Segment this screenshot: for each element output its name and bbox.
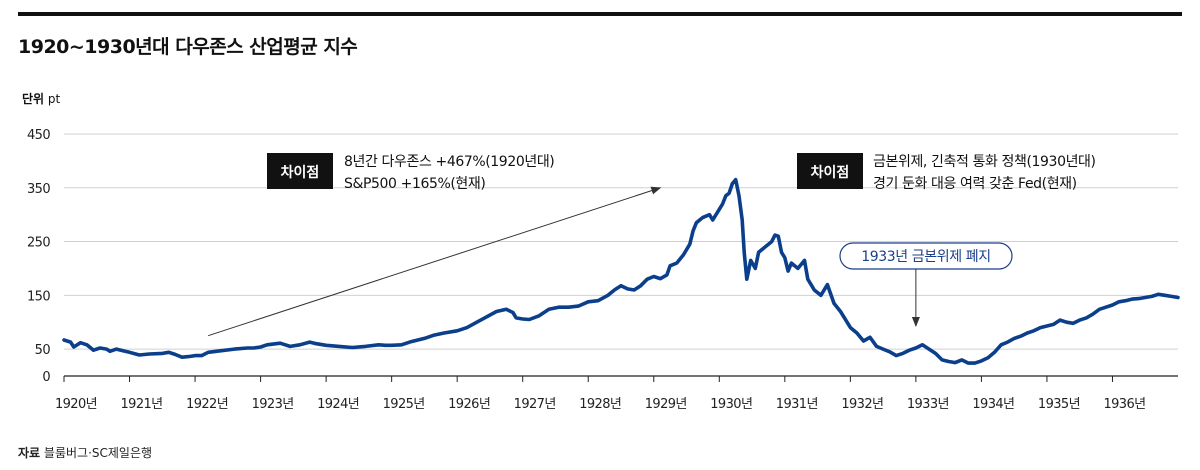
x-tick-label: 1927년 — [514, 397, 556, 412]
x-tick-label: 1929년 — [645, 397, 687, 412]
y-tick-label: 350 — [27, 182, 50, 197]
x-tick-label: 1924년 — [317, 397, 359, 412]
x-tick-label: 1921년 — [121, 397, 163, 412]
x-tick-label: 1923년 — [252, 397, 294, 412]
y-tick-label: 250 — [27, 236, 50, 251]
annotation-right-badge-text: 차이점 — [811, 164, 850, 181]
source-label: 자료 — [18, 446, 41, 460]
callout-box — [839, 242, 1013, 270]
callout-gold-standard: 1933년 금본위제 폐지 — [839, 242, 1013, 327]
top-rule — [18, 12, 1182, 16]
annotation-right-badge — [797, 153, 863, 189]
annotation-left: 차이점 8년간 다우존스 +467%(1920년대) S&P500 +165%(… — [267, 153, 555, 192]
x-tick-label: 1920년 — [55, 397, 97, 412]
annotation-left-badge — [267, 153, 333, 189]
annotation-left-line-1: 8년간 다우존스 +467%(1920년대) — [344, 154, 554, 170]
annotation-right-line-2: 경기 둔화 대응 여력 갖춘 Fed(현재) — [873, 176, 1077, 192]
series-line-dow-jones — [62, 177, 1180, 365]
annotation-right-line-1: 금본위제, 긴축적 통화 정책(1930년대) — [873, 154, 1096, 170]
annotation-right: 차이점 금본위제, 긴축적 통화 정책(1930년대) 경기 둔화 대응 여력 … — [797, 153, 1096, 192]
x-axis-ticks: 1920년 1921년 1922년 1923년 1924년 1925년 1926년 1927년… — [55, 376, 1146, 412]
x-tick-label: 1926년 — [448, 397, 490, 412]
x-tick-label: 1936년 — [1103, 397, 1145, 412]
x-tick-label: 1930년 — [710, 397, 752, 412]
annotation-left-badge-text: 차이점 — [281, 164, 320, 181]
unit-label-key: 단위 — [22, 92, 45, 106]
x-tick-label: 1935년 — [1038, 397, 1080, 412]
unit-label: 단위 pt — [22, 90, 60, 107]
annotation-left-line-2: S&P500 +165%(현재) — [344, 176, 485, 192]
source-note: 자료 블룸버그·SC제일은행 — [18, 444, 152, 461]
source-value: 블룸버그·SC제일은행 — [43, 446, 153, 460]
y-axis-ticks: 0 50 150 250 350 450 — [27, 128, 51, 385]
y-tick-label: 450 — [27, 128, 50, 143]
x-tick-label: 1934년 — [972, 397, 1014, 412]
trend-arrow — [208, 186, 662, 337]
x-tick-label: 1925년 — [383, 397, 425, 412]
unit-label-value: pt — [47, 92, 61, 106]
chart-title: 1920~1930년대 다우존스 산업평균 지수 — [18, 36, 358, 58]
callout-text: 1933년 금본위제 폐지 — [861, 249, 991, 265]
x-tick-label: 1928년 — [579, 397, 621, 412]
x-tick-label: 1931년 — [776, 397, 818, 412]
x-tick-label: 1922년 — [186, 397, 228, 412]
x-tick-label: 1932년 — [841, 397, 883, 412]
y-tick-label: 0 — [42, 370, 50, 385]
y-tick-label: 150 — [27, 289, 50, 304]
x-tick-label: 1933년 — [907, 397, 949, 412]
y-tick-label: 50 — [35, 343, 51, 358]
